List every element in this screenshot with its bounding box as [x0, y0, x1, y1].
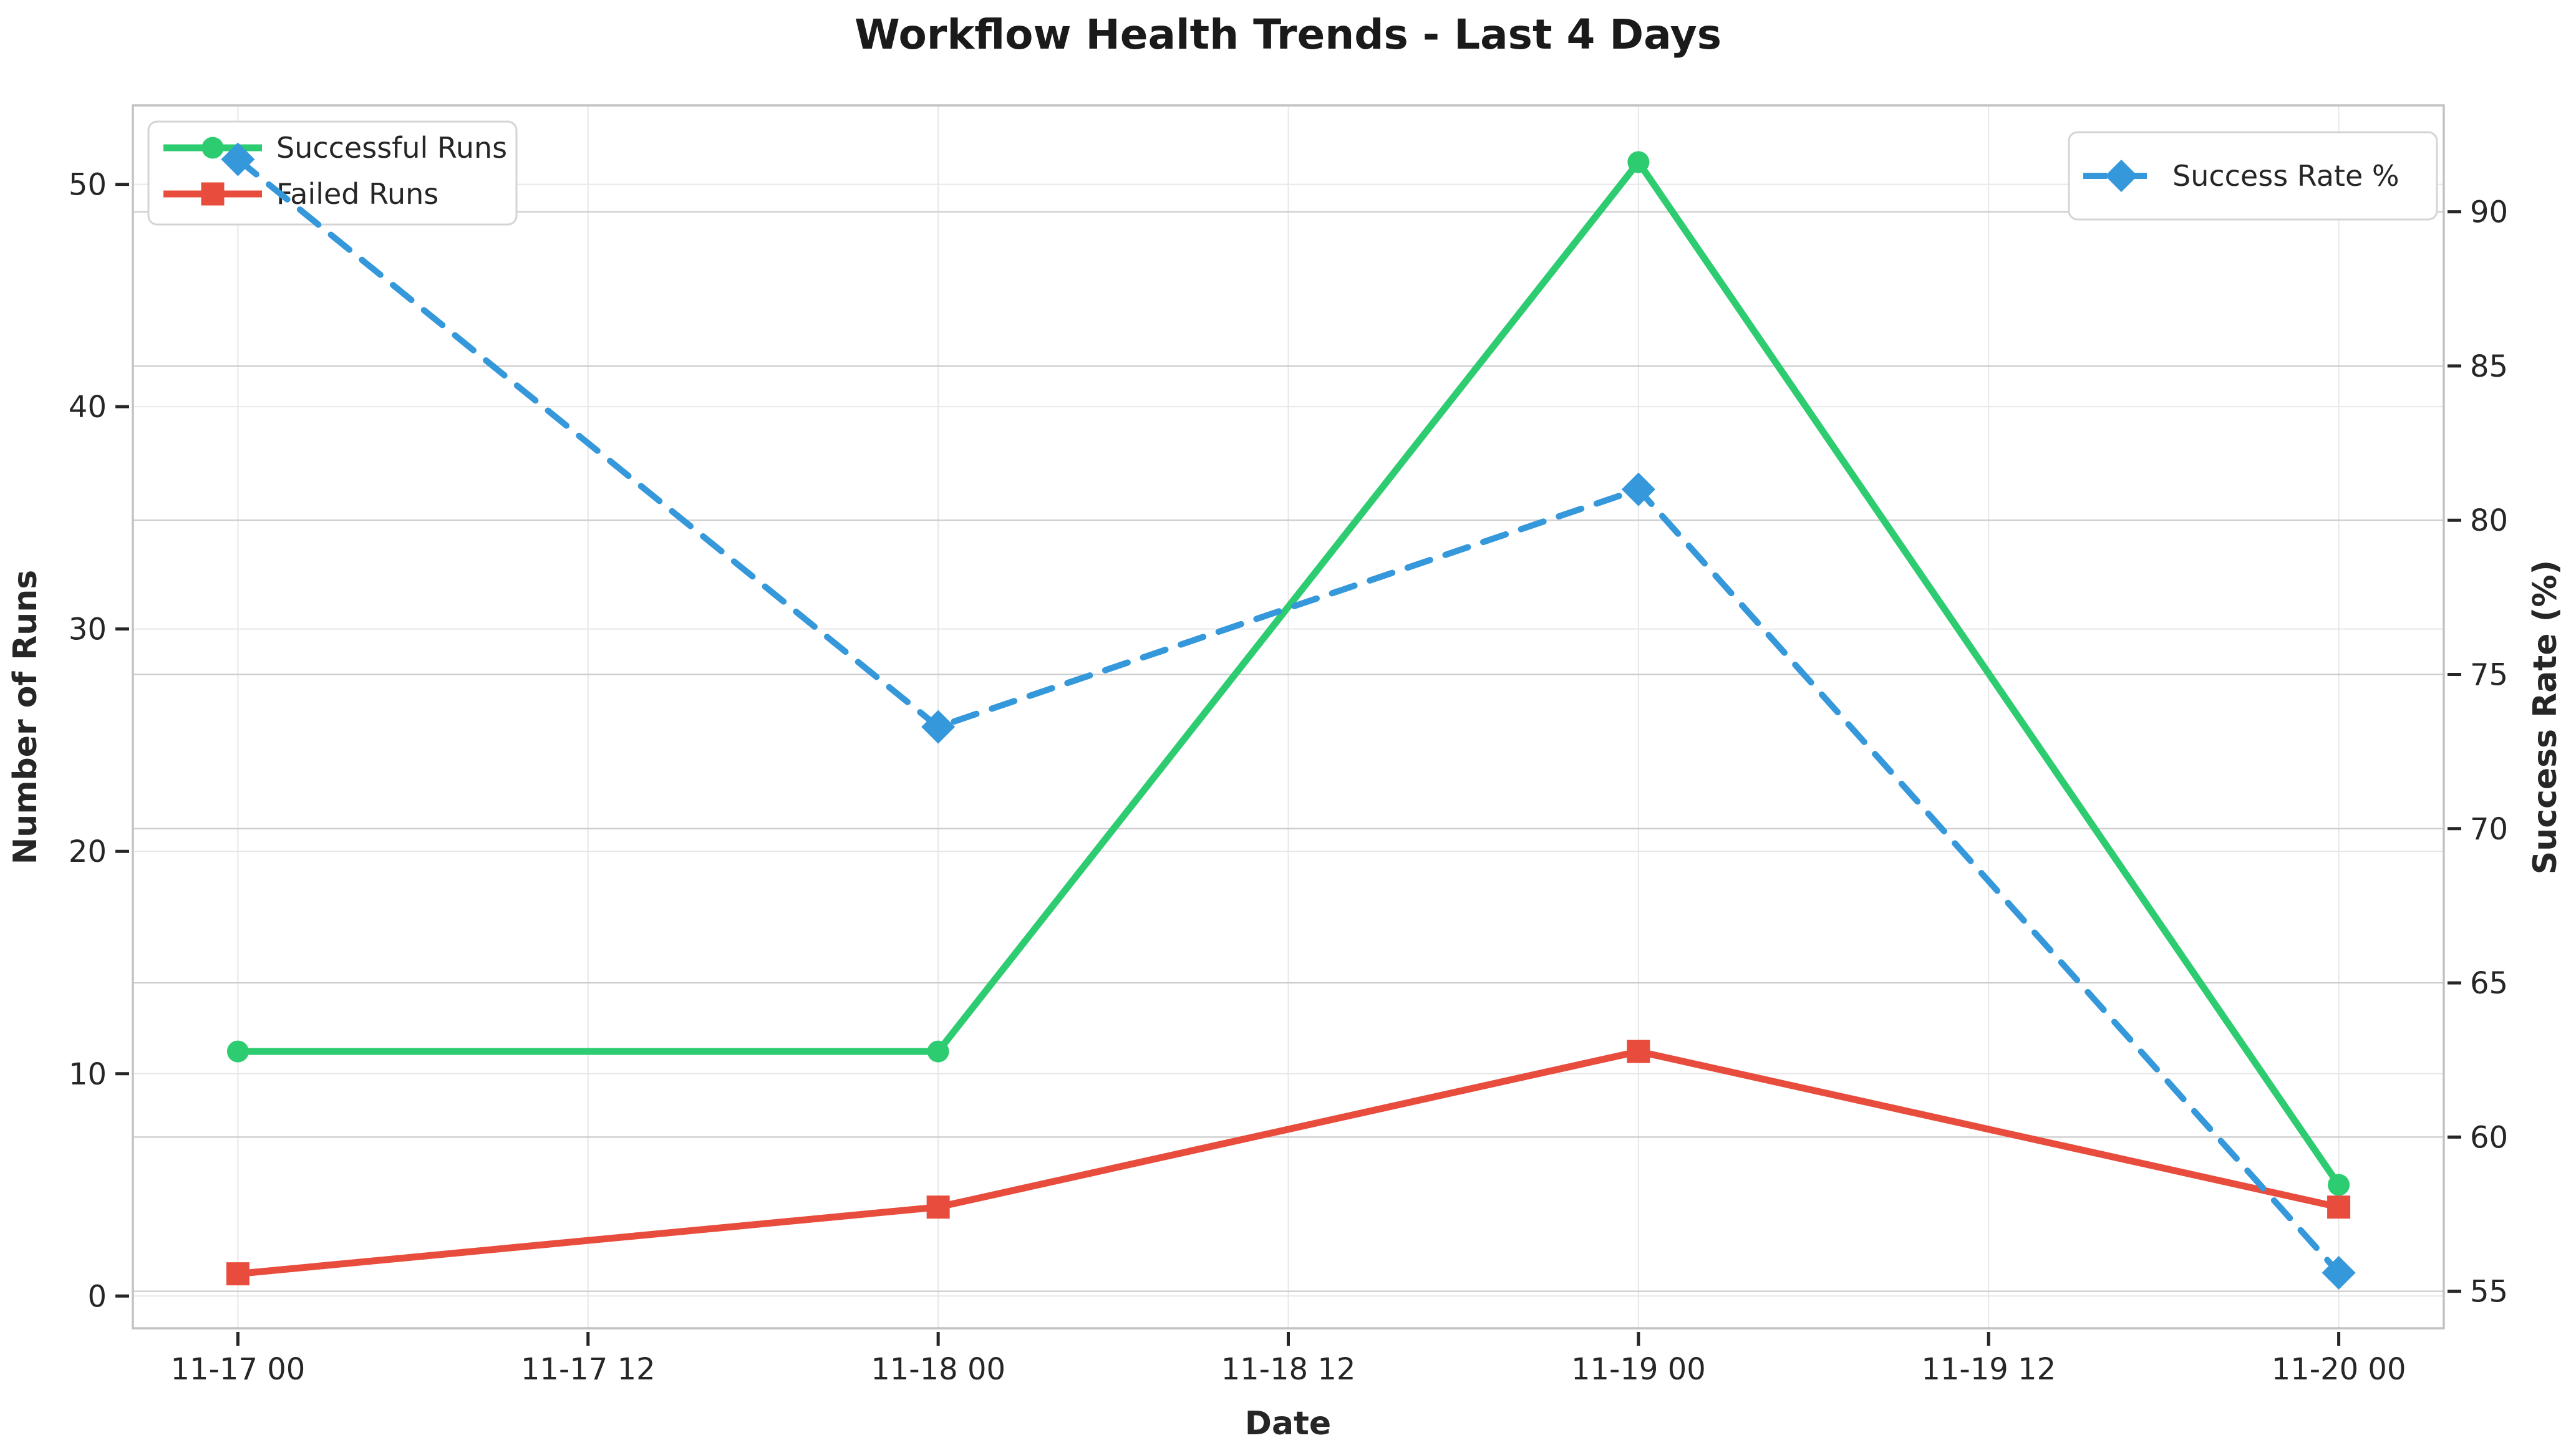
right-tick-label: 60: [2470, 1120, 2508, 1155]
legend-label-failed-runs: Failed Runs: [276, 177, 438, 211]
successful-runs-line: [234, 156, 2343, 1189]
left-tick-label: 20: [69, 834, 107, 869]
left-tick-label: 0: [87, 1279, 107, 1314]
y-axis-label-left: Number of Runs: [7, 570, 44, 864]
successful-runs-point: [226, 1040, 249, 1063]
successful-runs-point: [927, 1040, 949, 1063]
left-tick-label: 30: [69, 612, 107, 647]
legend-label-successful-runs: Successful Runs: [276, 131, 507, 165]
success-rate--point: [921, 710, 956, 744]
ticks-layer: 11-17 00 11-17 12 11-18 00 11-18 12 11-19 00…: [69, 168, 2508, 1387]
successful-runs-point: [2328, 1174, 2350, 1196]
success-rate--line: [235, 156, 2342, 1276]
x-tick-label: 11-19 00: [1571, 1352, 1706, 1387]
left-tick-label: 40: [69, 390, 107, 425]
successful-runs-marker-icon: [201, 137, 224, 159]
runs-series-layer: [226, 151, 2351, 1286]
x-tick-label: 11-17 00: [171, 1352, 306, 1387]
legend-success-rate-box: [2068, 131, 2438, 221]
legend-runs: Successful Runs Failed Runs: [147, 120, 518, 226]
right-tick-label: 80: [2470, 503, 2508, 538]
x-tick-label: 11-18 00: [871, 1352, 1005, 1387]
right-tick-label: 65: [2470, 966, 2508, 1001]
left-tick-label: 50: [69, 168, 107, 203]
successful-runs-point: [1627, 151, 1650, 173]
right-tick-label: 85: [2470, 349, 2508, 384]
x-tick-label: 11-19 12: [1921, 1352, 2056, 1387]
success-rate--point: [221, 142, 255, 176]
plot-border: [132, 104, 2445, 1330]
left-tick-label: 10: [69, 1057, 107, 1092]
x-tick-label: 11-17 12: [521, 1352, 656, 1387]
failed-runs-point: [226, 1262, 249, 1286]
failed-runs-point: [2327, 1195, 2351, 1219]
success-rate--point: [1621, 472, 1655, 506]
legend-label-success-rate: Success Rate %: [2172, 159, 2399, 193]
x-tick-label: 11-18 12: [1221, 1352, 1356, 1387]
legend-success-rate: Success Rate %: [2068, 131, 2438, 221]
failed-runs-line: [234, 1048, 2343, 1278]
legend-item-successful-runs: Successful Runs: [163, 131, 507, 165]
right-tick-label: 75: [2470, 657, 2508, 692]
y-axis-label-right: Success Rate (%): [2527, 560, 2564, 874]
right-tick-label: 90: [2470, 195, 2508, 230]
failed-runs-point: [1627, 1040, 1650, 1063]
success-rate-marker-icon: [2105, 160, 2138, 192]
success-rate-series-layer: [221, 142, 2356, 1290]
right-tick-label: 55: [2470, 1275, 2508, 1310]
success-rate--point: [2322, 1255, 2356, 1290]
grid-layer: [133, 105, 2444, 1328]
chart-title: Workflow Health Trends - Last 4 Days: [855, 11, 1721, 59]
x-tick-label: 11-20 00: [2272, 1352, 2406, 1387]
right-tick-label: 70: [2470, 812, 2508, 847]
x-axis-label: Date: [1245, 1405, 1331, 1442]
legend-item-failed-runs: Failed Runs: [163, 177, 438, 211]
failed-runs-point: [926, 1195, 950, 1219]
failed-runs-marker-icon: [201, 182, 225, 206]
